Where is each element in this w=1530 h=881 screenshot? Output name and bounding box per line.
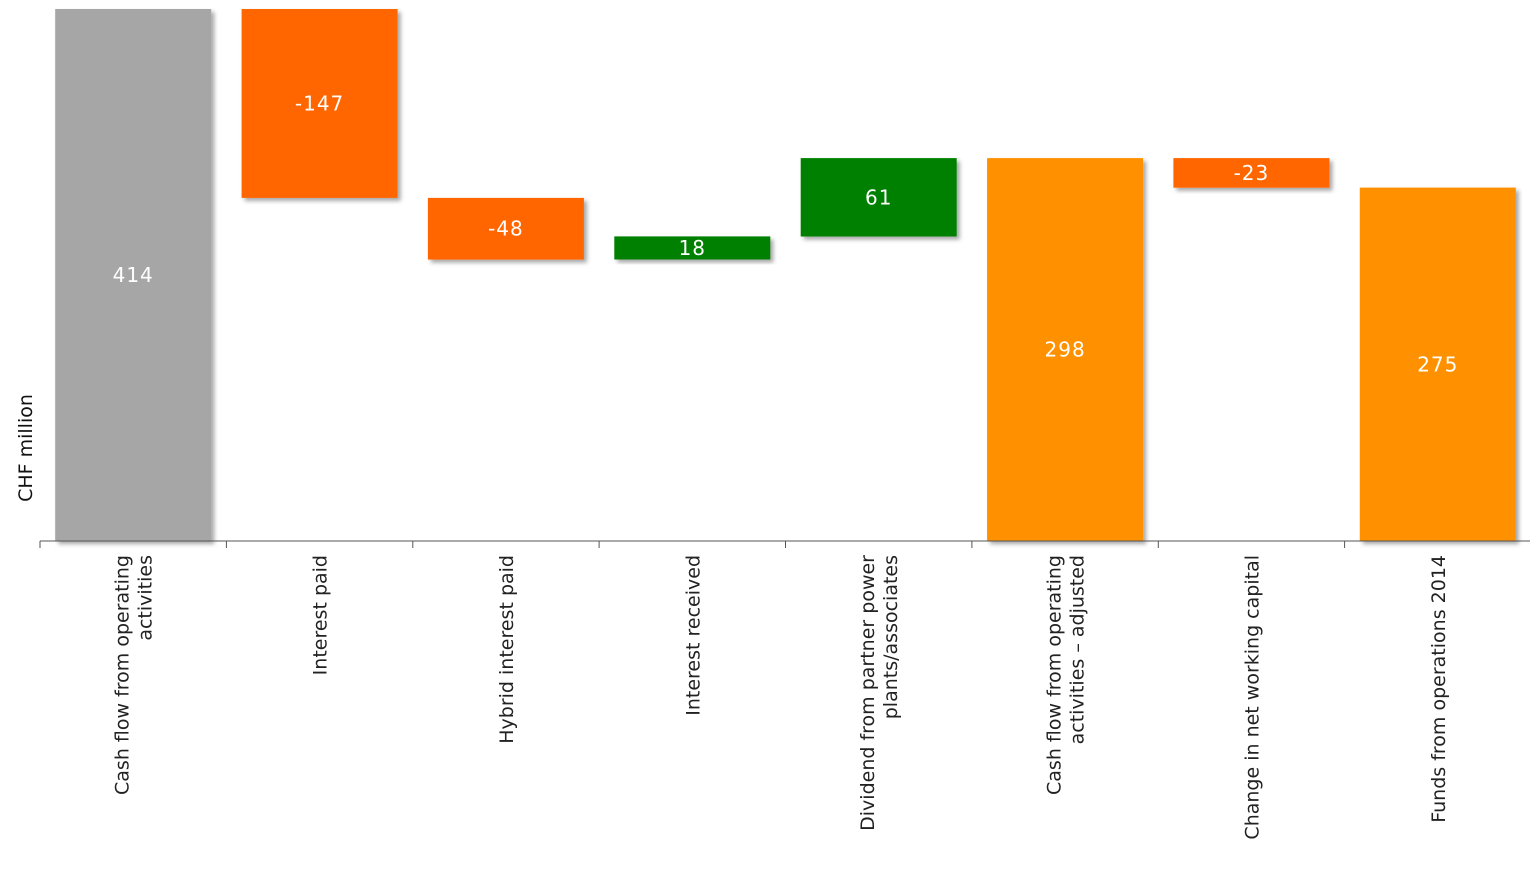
category-label-line: activities bbox=[135, 555, 157, 641]
category-label-line: Interest received bbox=[682, 555, 704, 716]
category-label-line: Cash flow from operating bbox=[112, 555, 134, 795]
category-label-line: activities – adjusted bbox=[1067, 555, 1089, 744]
y-axis-title: CHF million bbox=[15, 394, 37, 502]
bar-value-label-1: 414 bbox=[113, 263, 154, 287]
bars-group: 414 -147 -48 18 61 298 -23 275 bbox=[55, 9, 1516, 541]
bar-4 bbox=[614, 236, 771, 260]
category-label-8: Funds from operations 2014 bbox=[1428, 555, 1450, 823]
bar-value-label-6: 298 bbox=[1045, 338, 1086, 362]
category-label-line: Change in net working capital bbox=[1241, 555, 1263, 840]
x-axis bbox=[39, 540, 1530, 548]
category-label-line: Hybrid interest paid bbox=[496, 555, 518, 744]
category-label-line: plants/associates bbox=[880, 555, 902, 719]
bar-value-label-2: -147 bbox=[295, 91, 344, 115]
category-label-1: Cash flow from operatingactivities bbox=[112, 555, 157, 795]
category-label-line: Interest paid bbox=[310, 555, 332, 675]
category-labels: Cash flow from operatingactivities Intere… bbox=[112, 555, 1450, 840]
category-label-7: Change in net working capital bbox=[1241, 555, 1263, 840]
category-label-2: Interest paid bbox=[310, 555, 332, 675]
category-label-3: Hybrid interest paid bbox=[496, 555, 518, 744]
bar-value-label-4: 18 bbox=[679, 236, 706, 260]
bar-1 bbox=[55, 9, 212, 541]
bar-2 bbox=[241, 9, 398, 198]
bar-value-label-5: 61 bbox=[865, 185, 892, 209]
category-label-4: Interest received bbox=[682, 555, 704, 716]
category-label-line: Cash flow from operating bbox=[1044, 555, 1066, 795]
bar-7 bbox=[1173, 158, 1330, 188]
category-label-6: Cash flow from operatingactivities – adj… bbox=[1044, 555, 1089, 795]
category-label-line: Funds from operations 2014 bbox=[1428, 555, 1450, 823]
category-label-5: Dividend from partner powerplants/associ… bbox=[857, 555, 902, 831]
bar-3 bbox=[427, 197, 584, 260]
bar-8 bbox=[1359, 187, 1516, 541]
category-label-line: Dividend from partner power bbox=[857, 555, 879, 831]
bar-value-label-8: 275 bbox=[1417, 352, 1458, 376]
bar-value-label-3: -48 bbox=[488, 217, 524, 241]
bar-5 bbox=[800, 158, 957, 237]
bar-6 bbox=[987, 158, 1144, 541]
bar-value-label-7: -23 bbox=[1234, 161, 1270, 185]
